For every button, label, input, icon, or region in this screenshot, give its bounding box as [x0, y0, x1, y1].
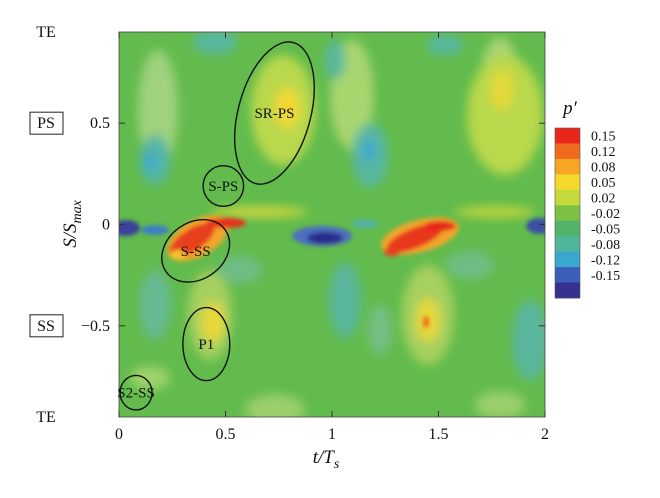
colorbar-swatch — [555, 128, 580, 144]
y-axis-label: S/Smax — [60, 199, 85, 247]
x-tick-label: 1 — [328, 426, 336, 443]
side-label-box — [29, 314, 64, 338]
colorbar-frame — [554, 127, 581, 299]
region-ellipse — [119, 374, 153, 411]
colorbar-title: p′ — [561, 98, 578, 119]
region-ellipse — [161, 218, 231, 283]
region-ellipse — [202, 165, 245, 207]
x-axis-label: t/Ts — [313, 447, 340, 472]
colorbar-level-label: 0.02 — [591, 192, 616, 207]
colorbar-swatch — [555, 158, 580, 175]
colorbar-level-label: 0.05 — [591, 176, 616, 191]
pressure-fluctuation-field — [119, 32, 545, 417]
colorbar-level-label: 0.15 — [591, 130, 616, 145]
y-axis-label-main: S/S — [60, 223, 81, 248]
x-tick-label: 0 — [115, 426, 123, 443]
x-axis-label-sub: s — [334, 457, 340, 472]
y-tick-label: 0.5 — [90, 115, 110, 132]
side-label: PS — [37, 115, 55, 132]
colorbar-level-label: 0.12 — [591, 145, 616, 160]
side-label-box — [29, 111, 64, 135]
x-tick-label: 2 — [541, 426, 549, 443]
x-tick-label: 0.5 — [216, 426, 236, 443]
region-ellipse — [182, 306, 231, 382]
y-tick-label: 0 — [102, 217, 110, 234]
field-blobs-soft — [130, 32, 545, 417]
colorbar-swatch — [555, 174, 580, 191]
region-label: S-SS — [181, 244, 211, 260]
colorbar-level-label: 0.08 — [591, 161, 616, 176]
colorbar-swatch — [555, 251, 580, 268]
side-label: TE — [36, 409, 56, 426]
colorbar-swatch — [555, 282, 580, 299]
annotations: SR-PS S-PS S-SS P1 S2-SS — [117, 41, 315, 411]
axes: 0 0.5 1 1.5 2 0.5 0 −0.5 TE PS SS TE t/Ts S/Smax — [29, 24, 549, 472]
side-label: TE — [36, 24, 56, 41]
y-tick-label: −0.5 — [81, 318, 110, 335]
colorbar-swatch — [555, 189, 580, 206]
colorbar-level-label: -0.12 — [591, 253, 620, 268]
colorbar: 0.150.120.080.050.02-0.02-0.05-0.08-0.12… — [554, 98, 620, 299]
colorbar-swatch — [555, 220, 580, 237]
region-label: P1 — [198, 337, 214, 353]
region-label: S2-SS — [117, 386, 155, 402]
colorbar-swatch — [555, 205, 580, 222]
colorbar-level-label: -0.02 — [591, 207, 620, 222]
y-axis-label-sub: max — [70, 199, 85, 223]
field-blobs-sharp — [119, 103, 545, 328]
colorbar-swatch — [555, 236, 580, 253]
side-label: SS — [37, 318, 55, 335]
region-label: SR-PS — [254, 106, 294, 122]
x-axis-label-main: t/T — [313, 447, 336, 468]
colorbar-level-label: -0.08 — [591, 238, 620, 253]
region-label: S-PS — [208, 179, 238, 195]
region-ellipse — [234, 41, 315, 185]
colorbar-swatch — [555, 143, 580, 160]
colorbar-level-label: -0.15 — [591, 269, 620, 284]
x-tick-label: 1.5 — [429, 426, 449, 443]
colorbar-level-label: -0.05 — [591, 222, 620, 237]
colorbar-swatch — [555, 267, 580, 283]
